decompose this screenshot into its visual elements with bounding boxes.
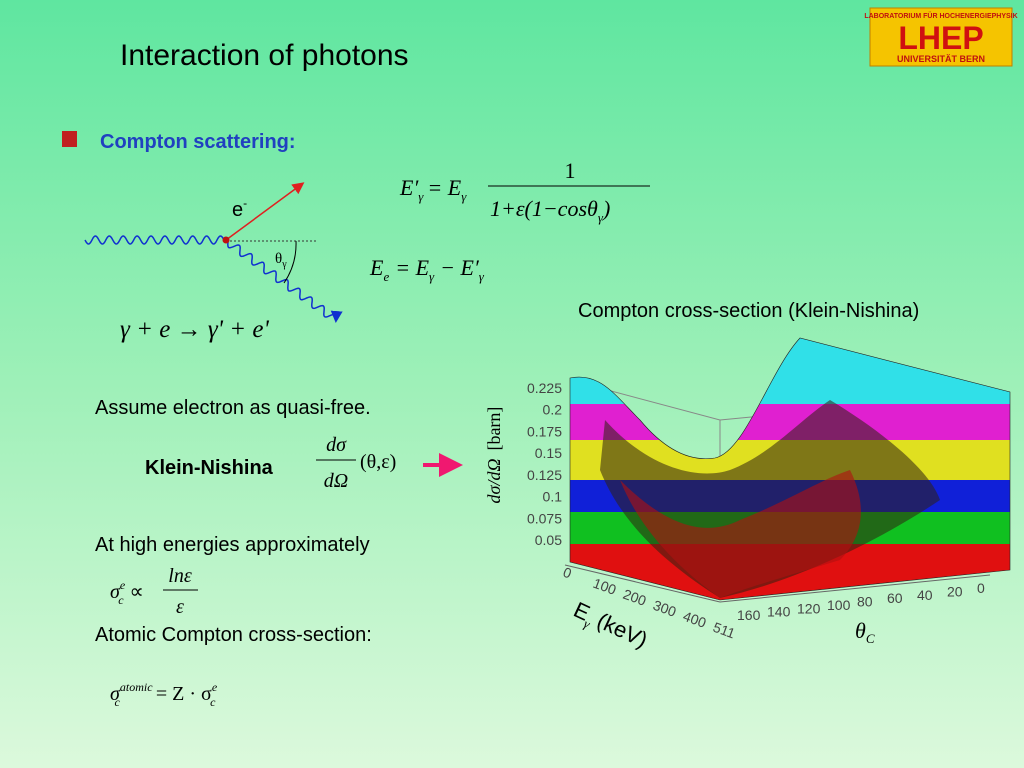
eq-numerator: 1 [565, 158, 576, 183]
logo-main: LHEP [898, 20, 983, 56]
eq-term: ) [601, 196, 610, 221]
z-tick-label: 0.125 [527, 467, 562, 483]
scattered-photon [227, 241, 343, 323]
z-tick-label: 0.15 [535, 445, 562, 461]
angle-axis-label: θC [855, 618, 875, 646]
eq-subscript: γ [598, 210, 604, 225]
atomic-note: Atomic Compton cross-section: [95, 624, 372, 646]
bullet [62, 131, 77, 147]
angle-subscript: γ [281, 259, 287, 270]
slide-title: Interaction of photons [120, 39, 409, 72]
eq-subscript: γ [479, 269, 485, 284]
angle-tick-label: 40 [917, 587, 933, 603]
formula-sup: e [120, 578, 126, 592]
formula-term: ∝ [130, 581, 144, 603]
formula-term: = Z · σ [156, 683, 212, 705]
z-tick-label: 0.2 [543, 402, 563, 418]
eq-term: = E [395, 255, 429, 280]
formula-sub: c [118, 593, 124, 607]
axis-line [719, 574, 991, 603]
formula-sup: e [212, 680, 218, 694]
formula-numerator: lnε [168, 565, 192, 587]
angle-label-symbol: θ [855, 618, 866, 643]
eq-term: E′ [399, 175, 419, 200]
eq-term: = E [427, 175, 461, 200]
formula-denominator: ε [176, 596, 184, 618]
z-label-unit: [barn] [484, 407, 504, 451]
plot-title: Compton cross-section (Klein-Nishina) [578, 300, 919, 322]
eq-subscript: γ [418, 189, 424, 204]
eq-term: E [369, 255, 384, 280]
eq-subscript: γ [429, 269, 435, 284]
formula-sub: c [115, 695, 121, 709]
eq-denominator: 1+ε(1−cosθ [490, 196, 598, 221]
energy-tick-label: 300 [651, 597, 679, 620]
svg-text:1+ε(1−cosθγ): 1+ε(1−cosθγ) [490, 196, 610, 225]
high-energy-formula: σe c ∝ lnε ε [110, 565, 198, 618]
z-label-text: dσ/dΩ [484, 459, 504, 504]
z-tick-label: 0.225 [527, 380, 562, 396]
electron-track [225, 182, 305, 241]
electron-charge: - [243, 196, 247, 210]
svg-text:σec∝: σe c ∝ [110, 578, 144, 607]
eq-term: − E′ [440, 255, 480, 280]
z-tick-label: 0.1 [543, 489, 563, 505]
angle-tick-label: 60 [887, 590, 903, 606]
z-axis-label: dσ/dΩ [barn] [484, 407, 504, 504]
energy-label-subscript: γ [582, 616, 594, 632]
angle-tick-label: 160 [737, 607, 761, 623]
incoming-photon [84, 235, 225, 245]
eq-subscript: γ [461, 189, 467, 204]
angle-tick-label: 140 [767, 604, 791, 620]
angle-symbol: θ [275, 251, 282, 267]
photon-energy-equation: E′γ = Eγ 1 1+ε(1−cosθγ) [399, 158, 650, 225]
angle-tick-label: 20 [947, 583, 963, 599]
angle-label-subscript: C [866, 631, 875, 646]
assumption: Assume electron as quasi-free. [95, 397, 371, 419]
formula-term: σ [110, 683, 121, 705]
electron-symbol: e [232, 199, 243, 221]
atomic-formula: σatomic c = Z · σe c [110, 680, 218, 709]
eq-subscript: e [383, 269, 389, 284]
angle-arc [283, 240, 297, 284]
high-energy-note: At high energies approximately [95, 534, 370, 556]
z-tick-label: 0.175 [527, 423, 562, 439]
reaction: γ + e → γ' + e' [120, 316, 269, 343]
energy-tick-label: 100 [591, 575, 619, 598]
vertex [222, 236, 230, 244]
formula-sub: c [210, 695, 216, 709]
surface-front [620, 470, 861, 598]
svg-text:E′γ= Eγ: E′γ = Eγ [399, 175, 467, 204]
formula-term: σ [110, 581, 121, 603]
z-tick-label: 0.075 [527, 510, 562, 526]
energy-tick-label: 200 [621, 586, 649, 609]
angle-tick-label: 0 [977, 580, 985, 596]
angle-tick-label: 100 [827, 597, 851, 613]
angle-label: θγ [275, 251, 287, 270]
section-title: Compton scattering: [100, 131, 296, 153]
kn-numerator: dσ [326, 434, 347, 456]
kn-label: Klein-Nishina [145, 457, 274, 479]
electron-energy-equation: Ee = Eγ − E′γ [369, 255, 485, 284]
axis-line [564, 564, 721, 603]
kn-denominator: dΩ [324, 470, 348, 492]
logo: LABORATORIUM FÜR HOCHENERGIEPHYSIK LHEP … [864, 7, 1018, 67]
electron-label: e- [232, 196, 247, 221]
logo-top: LABORATORIUM FÜR HOCHENERGIEPHYSIK [864, 11, 1017, 20]
angle-tick-label: 120 [797, 600, 821, 616]
compton-diagram: e- θγ γ + e → γ' + e' [84, 182, 343, 343]
logo-bottom: UNIVERSITÄT BERN [897, 54, 985, 64]
energy-tick-label: 400 [681, 608, 709, 631]
logo-box [869, 7, 1013, 67]
energy-tick-label: 511 [711, 619, 738, 642]
kn-args: (θ,ε) [360, 451, 396, 473]
formula-sup: atomic [120, 680, 153, 694]
angle-tick-label: 80 [857, 594, 873, 610]
z-tick-label: 0.05 [535, 532, 562, 548]
kn-formula: dσ dΩ (θ,ε) [316, 434, 396, 492]
